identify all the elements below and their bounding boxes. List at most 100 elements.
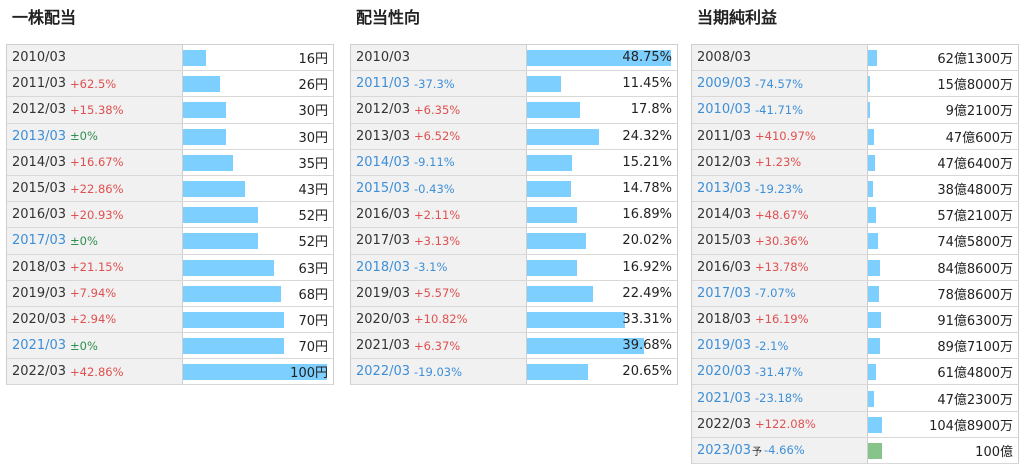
bar-cell: 9億2100万 <box>868 97 1018 122</box>
year-label[interactable]: 2009/03 <box>697 76 752 92</box>
change-percent: ±0% <box>70 129 98 144</box>
value-label: 47億2300万 <box>937 392 1013 408</box>
year-label[interactable]: 2016/03 <box>697 259 752 275</box>
year-label[interactable]: 2017/03 <box>356 233 411 249</box>
value-bar <box>527 364 588 381</box>
table-row: 2017/03 -7.07% 78億8600万 <box>692 280 1018 307</box>
year-label[interactable]: 2010/03 <box>356 50 411 66</box>
year-label[interactable]: 2011/03 <box>356 76 411 92</box>
year-label[interactable]: 2022/03 <box>356 364 411 380</box>
year-label[interactable]: 2019/03 <box>697 338 752 354</box>
value-label: 9億2100万 <box>945 104 1013 120</box>
year-label[interactable]: 2022/03 <box>697 416 752 432</box>
table-row: 2010/03 48.75% <box>351 45 677 72</box>
table-row: 2022/03 +42.86% 100円 <box>7 359 333 386</box>
bar-cell: 35円 <box>183 150 333 175</box>
value-bar <box>868 76 871 93</box>
year-label[interactable]: 2022/03 <box>12 364 67 380</box>
row-label: 2015/03 +22.86% <box>7 175 183 202</box>
value-bar <box>868 128 875 145</box>
year-label[interactable]: 2015/03 <box>356 181 411 197</box>
table-row: 2019/03 -2.1% 89億7100万 <box>692 333 1018 360</box>
value-bar <box>183 364 327 381</box>
value-bar <box>183 338 284 355</box>
year-label[interactable]: 2020/03 <box>12 311 67 327</box>
year-label[interactable]: 2019/03 <box>12 285 67 301</box>
bar-cell: 104億8900万 <box>868 412 1018 437</box>
row-label: 2010/03 <box>7 45 183 71</box>
year-label[interactable]: 2014/03 <box>12 154 67 170</box>
bar-cell: 20.02% <box>527 228 677 253</box>
year-label[interactable]: 2013/03 <box>356 128 411 144</box>
year-label[interactable]: 2010/03 <box>697 102 752 118</box>
year-label[interactable]: 2018/03 <box>12 259 67 275</box>
year-label[interactable]: 2011/03 <box>12 76 67 92</box>
year-label[interactable]: 2012/03 <box>356 102 411 118</box>
value-bar <box>183 311 284 328</box>
year-label[interactable]: 2016/03 <box>12 207 67 223</box>
value-label: 68円 <box>298 287 328 303</box>
year-label[interactable]: 2020/03 <box>356 311 411 327</box>
year-label[interactable]: 2021/03 <box>697 390 752 406</box>
year-label[interactable]: 2011/03 <box>697 128 752 144</box>
row-label: 2013/03 ±0% <box>7 123 183 149</box>
year-label[interactable]: 2018/03 <box>356 259 411 275</box>
value-label: 84億8600万 <box>937 261 1013 277</box>
change-percent: +5.57% <box>414 286 461 301</box>
row-label: 2019/03 -2.1% <box>692 333 868 359</box>
year-label[interactable]: 2015/03 <box>697 233 752 249</box>
row-label: 2016/03 +20.93% <box>7 202 183 228</box>
year-label[interactable]: 2020/03 <box>697 364 752 380</box>
value-bar <box>527 181 571 198</box>
value-bar <box>527 311 626 328</box>
value-bar <box>868 311 881 328</box>
year-label[interactable]: 2017/03 <box>697 285 752 301</box>
row-label: 2023/03 予 -4.66% <box>692 437 868 463</box>
year-label[interactable]: 2021/03 <box>12 338 67 354</box>
value-label: 20.02% <box>622 233 672 249</box>
table-row: 2012/03 +1.23% 47億6400万 <box>692 149 1018 176</box>
table-row: 2020/03 +2.94% 70円 <box>7 306 333 334</box>
value-bar <box>183 285 281 302</box>
value-label: 100億 <box>975 444 1013 460</box>
year-label[interactable]: 2018/03 <box>697 311 752 327</box>
bar-cell: 89億7100万 <box>868 333 1018 358</box>
change-percent: +3.13% <box>414 233 461 248</box>
row-label: 2016/03 +2.11% <box>351 202 527 228</box>
value-bar <box>183 154 234 171</box>
row-label: 2018/03 +21.15% <box>7 254 183 280</box>
value-label: 16円 <box>298 52 328 68</box>
row-label: 2019/03 +5.57% <box>351 280 527 306</box>
year-label[interactable]: 2008/03 <box>697 50 752 66</box>
value-label: 91億6300万 <box>937 313 1013 329</box>
bar-cell: 84億8600万 <box>868 255 1018 280</box>
row-label: 2014/03 +48.67% <box>692 202 868 228</box>
year-label[interactable]: 2010/03 <box>12 50 67 66</box>
year-label[interactable]: 2014/03 <box>697 207 752 223</box>
bar-cell: 68円 <box>183 281 333 306</box>
year-label[interactable]: 2015/03 <box>12 181 67 197</box>
year-label[interactable]: 2023/03 <box>697 442 752 458</box>
year-label[interactable]: 2013/03 <box>12 128 67 144</box>
year-label[interactable]: 2019/03 <box>356 285 411 301</box>
table-row: 2010/03 16円 <box>7 45 333 72</box>
value-bar <box>527 338 645 355</box>
year-label[interactable]: 2017/03 <box>12 233 67 249</box>
year-label[interactable]: 2021/03 <box>356 338 411 354</box>
year-label[interactable]: 2012/03 <box>12 102 67 118</box>
row-label: 2011/03 +410.97% <box>692 123 868 149</box>
change-percent: +6.35% <box>414 102 461 117</box>
year-label[interactable]: 2012/03 <box>697 154 752 170</box>
table-row: 2014/03 +48.67% 57億2100万 <box>692 202 1018 229</box>
year-label[interactable]: 2014/03 <box>356 154 411 170</box>
row-label: 2022/03 +122.08% <box>692 411 868 437</box>
row-label: 2016/03 +13.78% <box>692 254 868 280</box>
year-label[interactable]: 2016/03 <box>356 207 411 223</box>
row-label: 2011/03 +62.5% <box>7 71 183 97</box>
year-label[interactable]: 2013/03 <box>697 181 752 197</box>
change-percent: +6.52% <box>414 129 461 144</box>
value-bar <box>183 233 258 250</box>
panel-title: 当期純利益 <box>697 8 778 27</box>
value-bar <box>868 50 877 67</box>
bar-cell: 100億 <box>868 438 1018 463</box>
